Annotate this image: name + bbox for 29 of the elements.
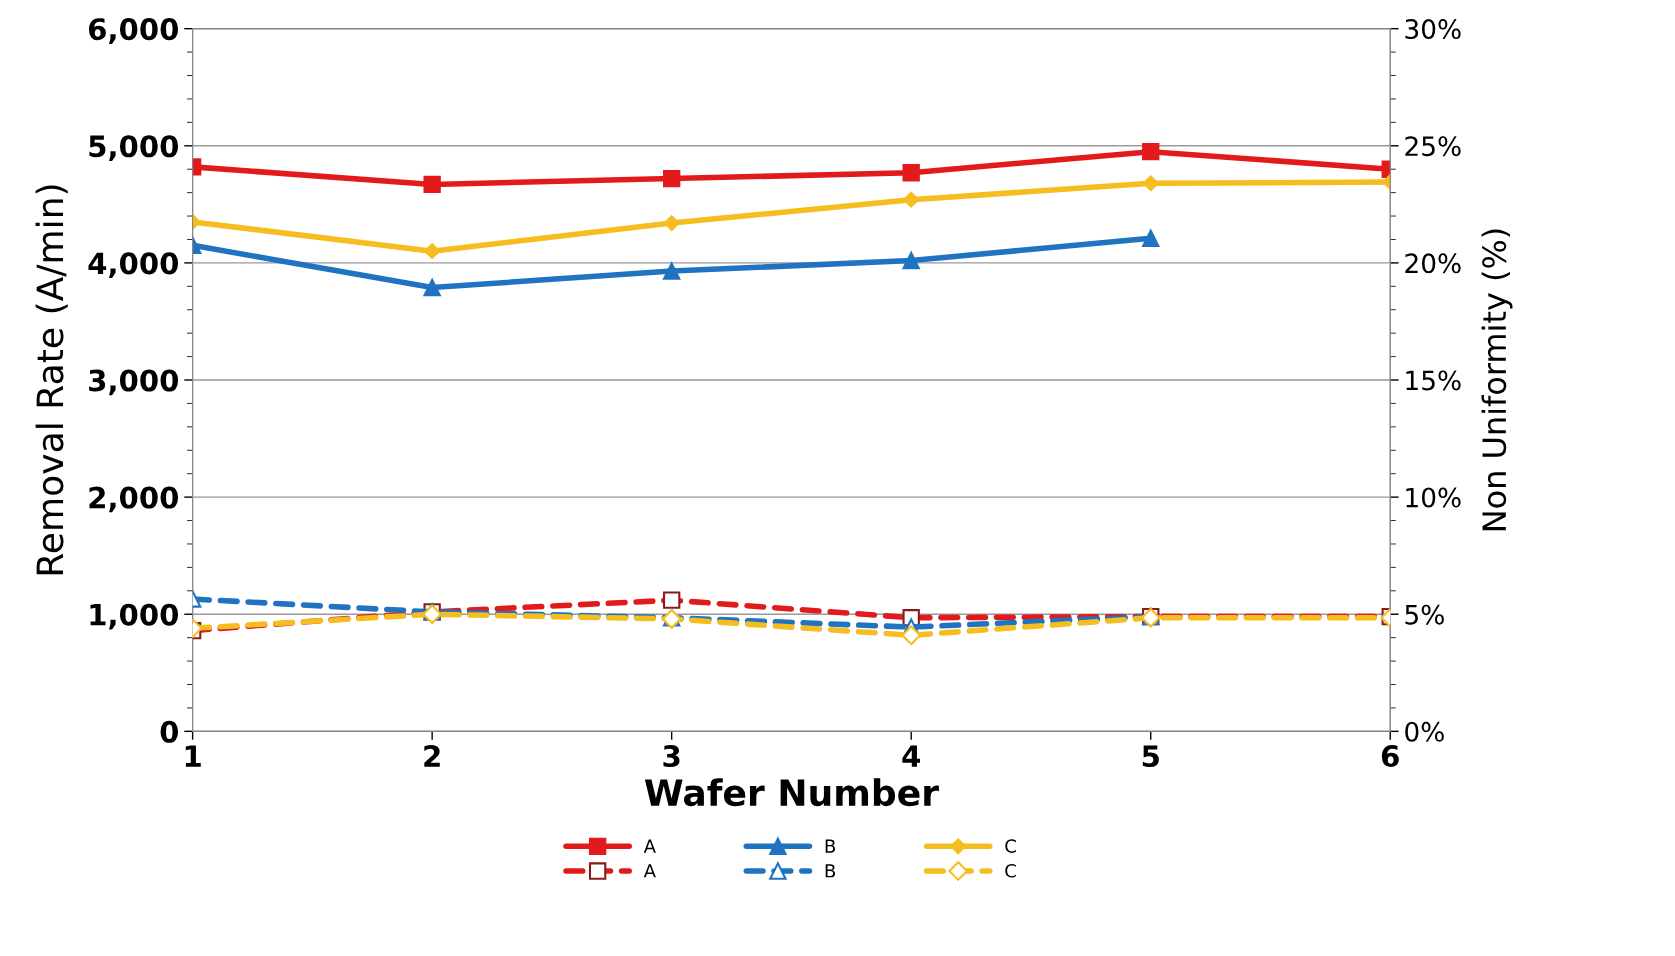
x-tick-label: 4 xyxy=(902,745,921,767)
x-tick-label: 3 xyxy=(663,745,680,768)
legend-label: A xyxy=(643,839,656,853)
y-tick-label: 6,000 xyxy=(88,18,179,44)
x-axis-title: Wafer Number xyxy=(644,778,939,807)
y2-tick-label: 30% xyxy=(1405,19,1461,40)
x-tick-label: 5 xyxy=(1142,745,1159,768)
y-tick-label: 4,000 xyxy=(88,252,179,279)
legend-label: C xyxy=(1005,839,1016,853)
legend-label: A xyxy=(643,864,656,878)
y2-tick-label: 5% xyxy=(1405,604,1444,625)
y2-axis-title: Non Uniformity (%) xyxy=(1481,229,1513,531)
x-tick-label: 1 xyxy=(185,745,201,767)
y-tick-label: 3,000 xyxy=(89,369,179,396)
y-tick-label: 0 xyxy=(160,720,179,743)
x-tick-label: 6 xyxy=(1381,745,1399,768)
x-tick-label: 2 xyxy=(424,745,440,767)
y2-tick-label: 25% xyxy=(1405,136,1461,157)
legend-label: C xyxy=(1005,863,1016,878)
y-tick-label: 5,000 xyxy=(89,135,179,162)
legend-label: B xyxy=(825,839,836,853)
y2-tick-label: 0% xyxy=(1405,721,1444,742)
legend-label: B xyxy=(825,864,836,878)
y2-tick-label: 20% xyxy=(1405,253,1461,274)
y2-tick-label: 15% xyxy=(1406,370,1461,391)
y-tick-label: 1,000 xyxy=(90,603,179,630)
y-axis-title: Removal Rate (A/min) xyxy=(35,185,68,575)
y-tick-label: 2,000 xyxy=(89,486,179,513)
y2-tick-label: 10% xyxy=(1406,487,1461,508)
